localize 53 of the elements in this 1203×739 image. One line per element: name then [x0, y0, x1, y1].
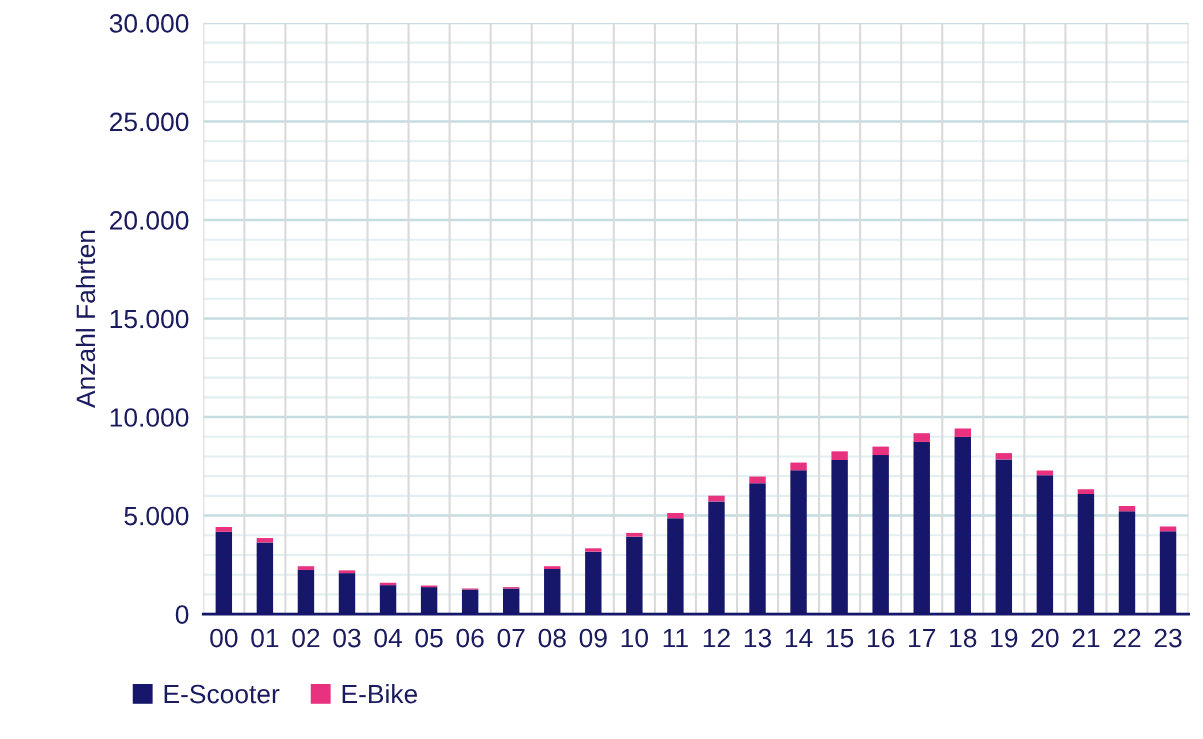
x-tick-label: 01 [251, 628, 279, 648]
x-tick-label: 23 [1154, 628, 1182, 648]
x-tick-label: 00 [210, 628, 238, 648]
x-tick-label: 13 [744, 628, 772, 648]
bar [831, 451, 848, 460]
x-tick-label: 16 [868, 628, 895, 648]
bar [544, 566, 561, 569]
legend-label: E-Scooter [164, 684, 280, 704]
x-tick-label: 02 [292, 628, 320, 648]
x-tick-label: 10 [621, 628, 648, 648]
bar [256, 538, 274, 543]
y-tick-label: 25.000 [110, 112, 189, 132]
x-tick-label: 17 [909, 628, 936, 648]
y-tick-label: 0 [175, 605, 189, 624]
bar [667, 513, 684, 519]
bar [749, 476, 766, 484]
x-tick-label: 19 [991, 628, 1018, 648]
x-tick-label: 14 [785, 628, 813, 648]
x-tick-label: 06 [456, 628, 484, 648]
x-tick-label: 11 [663, 628, 688, 648]
y-axis-title: Anzahl Fahrten [75, 230, 96, 408]
legend-label: E-Bike [342, 684, 418, 704]
bar [215, 527, 233, 532]
bar [585, 548, 602, 552]
bar [790, 462, 807, 471]
x-tick-label: 05 [415, 628, 443, 648]
bar [1118, 506, 1136, 512]
x-tick-label: 12 [703, 628, 730, 648]
x-tick-label: 20 [1031, 628, 1059, 648]
bar [872, 446, 889, 456]
x-tick-label: 09 [579, 628, 607, 648]
bar [954, 428, 971, 437]
x-tick-label: 22 [1113, 628, 1141, 648]
y-tick-label: 30.000 [109, 14, 189, 33]
bar [995, 453, 1013, 460]
x-tick-label: 08 [538, 628, 566, 648]
y-tick-label: 10.000 [110, 408, 189, 427]
x-tick-label: 18 [950, 628, 977, 648]
x-tick-label: 07 [497, 628, 525, 648]
bar [297, 566, 315, 570]
bar [626, 532, 643, 537]
bar [913, 433, 930, 442]
y-tick-label: 15.000 [110, 309, 189, 329]
x-tick-label: 04 [374, 628, 402, 648]
x-tick-label: 03 [333, 628, 361, 648]
bar [708, 495, 725, 502]
x-tick-label: 21 [1072, 628, 1100, 648]
y-tick-label: 20.000 [110, 211, 189, 230]
x-tick-label: 15 [826, 628, 854, 648]
bar [338, 570, 356, 574]
bar [1036, 470, 1054, 476]
y-tick-label: 5.000 [124, 506, 189, 526]
bar [1077, 489, 1095, 495]
